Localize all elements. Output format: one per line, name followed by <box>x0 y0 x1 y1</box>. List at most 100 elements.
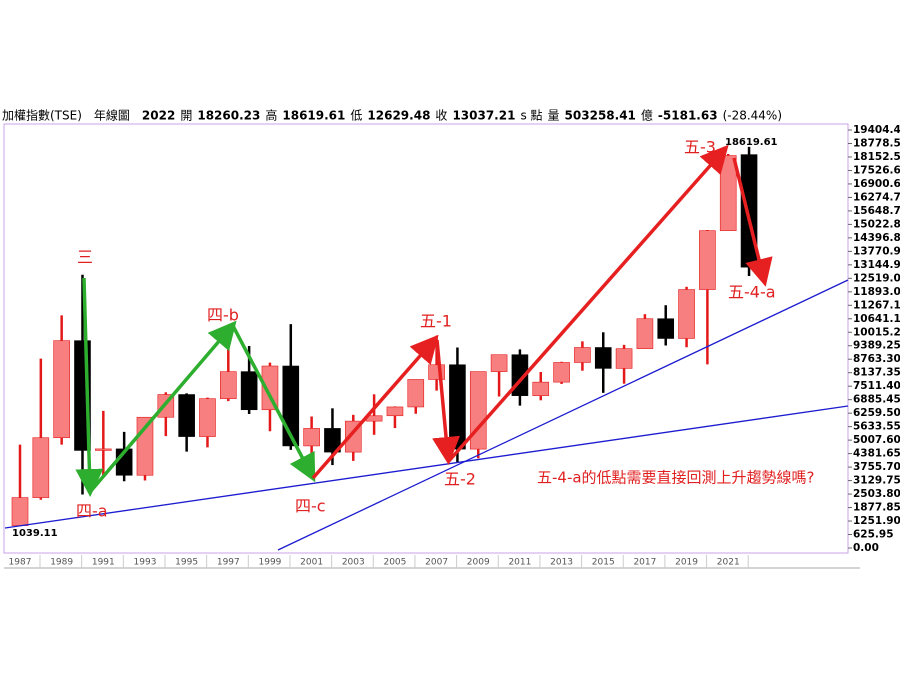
y-tick-label: 8137.35 <box>853 367 900 379</box>
candle-body <box>490 354 508 372</box>
y-tick-label: 6259.50 <box>853 407 900 419</box>
y-tick-label: 15022.8 <box>853 218 900 230</box>
y-tick-label: 1877.85 <box>853 502 900 514</box>
info-item: 收 <box>435 109 447 123</box>
candle-body <box>178 394 195 437</box>
candle-body <box>303 428 320 447</box>
x-tick-label: 2009 <box>467 558 490 568</box>
y-tick-label: 10015.2 <box>853 326 900 338</box>
candle-body <box>740 154 758 268</box>
info-bar: 加權指數(TSE) 年線圖 2022 開 18260.23 高 18619.61 低 12629… <box>2 108 782 123</box>
info-item: -5181.63 <box>658 109 718 123</box>
info-item: 12629.48 <box>367 109 430 123</box>
arrow <box>75 277 104 497</box>
info-item: 503258.41 <box>565 109 636 123</box>
wave-arrows <box>75 144 773 497</box>
candle-body <box>324 428 341 453</box>
info-item: 13037.21 <box>452 109 515 123</box>
candle-body <box>532 381 550 396</box>
y-tick-label: 18152.5 <box>853 151 900 163</box>
candle-body <box>261 365 279 411</box>
candle-body <box>574 347 591 363</box>
info-item: 18619.61 <box>282 109 345 123</box>
arrow <box>432 339 460 465</box>
x-tick-label: 1987 <box>9 558 32 568</box>
trend-line <box>4 405 849 529</box>
x-tick-label: 2005 <box>383 558 406 568</box>
y-tick-label: 625.95 <box>853 529 894 541</box>
info-item: (-28.44%) <box>723 109 782 123</box>
y-tick-label: 5633.55 <box>853 421 900 433</box>
y-tick-label: 0.00 <box>853 542 879 554</box>
info-item: 18260.23 <box>197 109 260 123</box>
candle-body <box>11 497 29 526</box>
y-tick-label: 11893.0 <box>853 286 900 298</box>
y-tick-label: 15648.7 <box>853 205 900 217</box>
x-tick-label: 2001 <box>300 558 323 568</box>
y-tick-label: 2503.80 <box>853 488 900 500</box>
y-tick-label: 14396.8 <box>853 232 900 244</box>
annotation: 四-b <box>207 306 239 325</box>
y-tick-label: 8763.30 <box>853 353 900 365</box>
candle-body <box>678 289 695 339</box>
x-tick-label: 2015 <box>592 558 615 568</box>
info-item: 高 <box>265 108 277 123</box>
y-tick-label: 1251.90 <box>853 515 900 527</box>
arrow <box>446 144 729 464</box>
candle-body <box>594 347 612 369</box>
candle-body <box>449 364 466 450</box>
info-item: s 點 <box>520 109 542 123</box>
y-tick-label: 18778.5 <box>853 137 900 149</box>
x-tick-label: 2013 <box>550 558 573 568</box>
info-item: 億 <box>641 109 653 123</box>
candle-body <box>53 340 70 439</box>
y-tick-label: 13144.9 <box>853 259 900 271</box>
arrow <box>230 323 316 483</box>
annotation: 五-2 <box>444 470 476 489</box>
annotation: 三 <box>77 248 93 267</box>
y-tick-label: 10641.1 <box>853 313 900 325</box>
annotation: 五-1 <box>420 312 452 331</box>
y-tick-label: 16274.7 <box>853 191 900 203</box>
candle-body <box>199 398 216 437</box>
y-tick-label: 7511.40 <box>853 380 900 392</box>
arrow <box>311 334 439 480</box>
high-label: 18619.61 <box>725 137 778 148</box>
info-item: 量 <box>548 109 560 123</box>
candle-body <box>615 348 633 369</box>
y-tick-label: 4381.65 <box>853 448 900 460</box>
x-tick-label: 1999 <box>259 558 282 568</box>
candle-body <box>95 448 112 451</box>
info-item: 2022 <box>142 109 175 123</box>
annotation: 五-4-a的低點需要直接回測上升趨勢線嗎? <box>537 469 815 487</box>
y-tick-label: 6885.45 <box>853 394 900 406</box>
arrow <box>88 320 237 494</box>
trend-line <box>277 279 849 551</box>
x-tick-label: 1995 <box>175 558 198 568</box>
candle-body <box>407 379 425 408</box>
plot-frame <box>3 123 849 554</box>
y-tick-label: 16900.6 <box>853 178 900 190</box>
candle-body <box>699 230 716 290</box>
y-tick-label: 3755.70 <box>853 461 900 473</box>
candle-body <box>469 371 487 450</box>
x-tick-label: 2019 <box>675 558 698 568</box>
y-tick-label: 11267.1 <box>853 299 900 311</box>
y-tick-label: 19404.4 <box>853 124 900 136</box>
annotation: 五-3 <box>684 138 716 157</box>
low-label: 1039.11 <box>12 528 58 539</box>
y-tick-label: 12519.0 <box>853 272 900 284</box>
candle-body <box>386 406 404 417</box>
x-tick-label: 1997 <box>217 558 240 568</box>
x-tick-label: 2017 <box>633 558 656 568</box>
info-item: 低 <box>350 109 362 123</box>
y-tick-label: 17526.6 <box>853 164 900 176</box>
info-item: 年線圖 <box>94 108 130 123</box>
candle-body <box>220 371 237 399</box>
x-tick-label: 1993 <box>134 558 157 568</box>
candle-body <box>553 362 570 383</box>
x-tick-label: 2007 <box>425 558 448 568</box>
y-tick-label: 5007.60 <box>853 434 900 446</box>
candle-body <box>32 437 50 498</box>
